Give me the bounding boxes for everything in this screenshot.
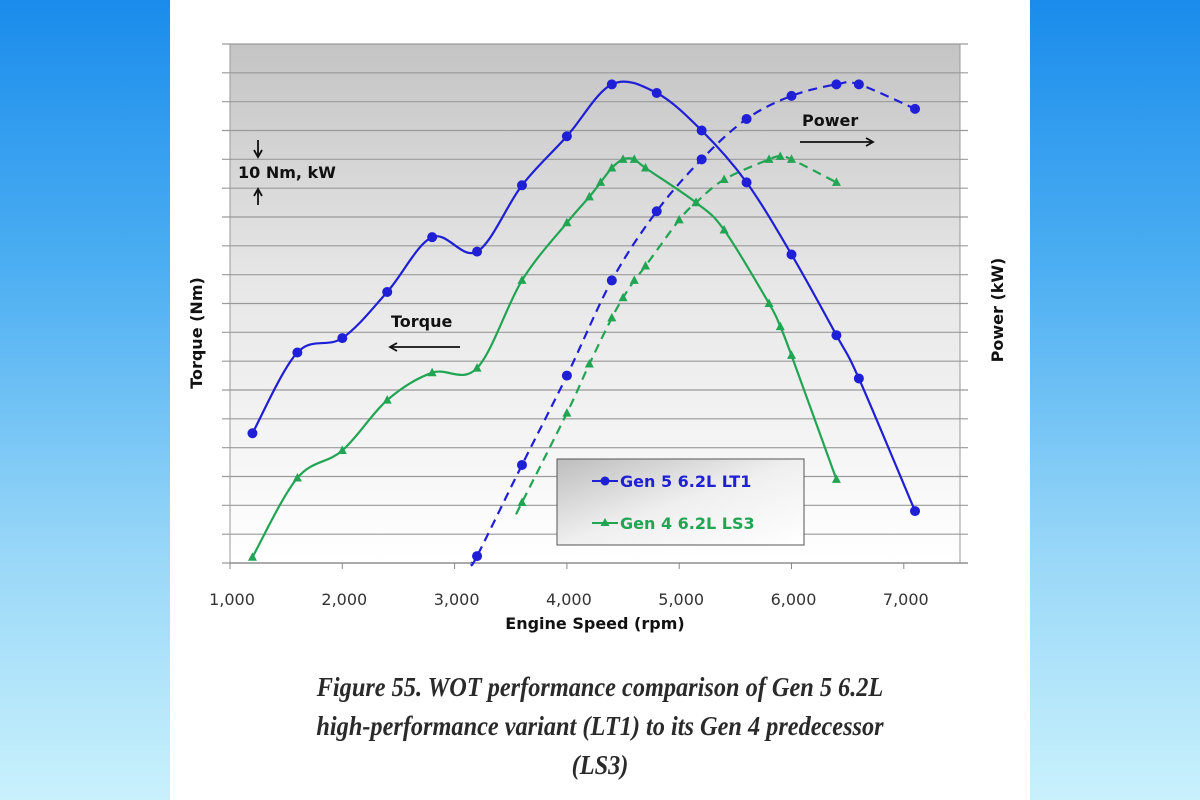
data-point-ls3-power bbox=[831, 177, 841, 186]
data-point-lt1-power bbox=[472, 551, 483, 562]
data-point-ls3-torque bbox=[292, 472, 302, 482]
x-tick-label: 1,000 bbox=[209, 590, 255, 609]
data-point-ls3-torque bbox=[618, 154, 628, 163]
x-axis-title: Engine Speed (rpm) bbox=[505, 614, 684, 633]
scale-annotation: 10 Nm, kW bbox=[238, 140, 336, 205]
data-point-ls3-power bbox=[641, 261, 651, 270]
data-point-ls3-power bbox=[691, 197, 701, 207]
data-point-lt1-torque bbox=[606, 79, 617, 90]
data-point-lt1-torque bbox=[427, 232, 438, 243]
torque-annotation: Torque bbox=[391, 312, 453, 331]
data-point-ls3-torque bbox=[382, 395, 392, 404]
series-markers bbox=[247, 79, 921, 562]
data-point-lt1-torque bbox=[831, 330, 842, 341]
data-point-lt1-power bbox=[853, 79, 864, 90]
series-line-lt1-power bbox=[470, 80, 916, 567]
data-point-lt1-torque bbox=[910, 506, 921, 517]
data-point-ls3-power bbox=[618, 292, 628, 302]
data-point-lt1-power bbox=[831, 79, 842, 90]
data-point-ls3-torque bbox=[641, 162, 651, 172]
data-point-lt1-torque bbox=[561, 131, 572, 142]
x-tick-label: 4,000 bbox=[546, 590, 592, 609]
x-tick-label: 2,000 bbox=[321, 590, 367, 609]
data-point-lt1-power bbox=[786, 90, 797, 101]
x-tick-label: 3,000 bbox=[434, 590, 480, 609]
data-point-ls3-power bbox=[584, 359, 594, 368]
data-point-lt1-torque bbox=[292, 347, 303, 358]
power-annotation: Power bbox=[802, 111, 858, 130]
caption-line-3: (LS3) bbox=[571, 750, 629, 780]
data-point-ls3-torque bbox=[607, 162, 617, 172]
data-point-lt1-torque bbox=[651, 88, 662, 99]
data-point-lt1-torque bbox=[247, 428, 258, 439]
data-point-ls3-power bbox=[787, 154, 796, 163]
data-point-ls3-power bbox=[719, 174, 729, 184]
data-point-ls3-power bbox=[629, 275, 639, 284]
x-tick-label: 5,000 bbox=[658, 590, 704, 609]
scale-note: 10 Nm, kW bbox=[238, 163, 336, 182]
data-point-ls3-torque bbox=[787, 350, 796, 359]
data-point-lt1-torque bbox=[382, 286, 393, 297]
data-point-ls3-torque bbox=[472, 363, 482, 372]
data-point-lt1-power bbox=[651, 206, 662, 217]
data-point-ls3-torque bbox=[584, 191, 594, 201]
legend-box bbox=[556, 458, 805, 546]
y-axis-right-title: Power (kW) bbox=[988, 258, 1007, 363]
data-point-ls3-torque bbox=[775, 321, 785, 331]
series-line-lt1-torque bbox=[251, 80, 917, 512]
data-point-ls3-power bbox=[517, 497, 527, 506]
data-point-ls3-torque bbox=[337, 445, 347, 455]
data-point-ls3-power bbox=[775, 151, 785, 160]
data-point-lt1-power bbox=[741, 113, 752, 124]
data-point-ls3-torque bbox=[764, 298, 774, 307]
legend: Gen 5 6.2L LT1 Gen 4 6.2L LS3 bbox=[556, 458, 805, 546]
data-point-ls3-torque bbox=[562, 217, 572, 227]
data-point-ls3-torque bbox=[719, 224, 729, 234]
legend-label-lt1: Gen 5 6.2L LT1 bbox=[620, 472, 751, 491]
legend-label-ls3: Gen 4 6.2L LS3 bbox=[620, 514, 755, 533]
data-point-lt1-torque bbox=[516, 180, 527, 191]
data-point-lt1-torque bbox=[853, 373, 864, 384]
data-point-ls3-power bbox=[764, 154, 774, 163]
data-point-ls3-power bbox=[562, 408, 572, 417]
data-point-ls3-power bbox=[607, 312, 617, 322]
data-point-lt1-torque bbox=[337, 333, 348, 344]
data-point-lt1-power bbox=[696, 154, 707, 165]
data-point-ls3-torque bbox=[596, 177, 606, 186]
data-point-lt1-torque bbox=[472, 246, 483, 257]
data-point-ls3-torque bbox=[629, 154, 639, 163]
caption-line-1: Figure 55. WOT performance comparison of… bbox=[316, 672, 884, 702]
data-point-lt1-torque bbox=[741, 177, 752, 188]
data-point-ls3-torque bbox=[427, 367, 437, 377]
data-point-ls3-torque bbox=[247, 552, 257, 561]
x-tick-label: 7,000 bbox=[883, 590, 929, 609]
legend-marker-ls3 bbox=[600, 518, 610, 526]
x-axis: 1,000 2,000 3,000 4,000 5,000 6,000 7,000 bbox=[209, 562, 968, 609]
data-point-lt1-power bbox=[561, 370, 572, 381]
data-point-lt1-power bbox=[606, 275, 617, 286]
y-axis-left-title: Torque (Nm) bbox=[187, 277, 206, 389]
data-point-lt1-torque bbox=[696, 125, 707, 136]
data-point-ls3-torque bbox=[831, 474, 841, 483]
data-point-lt1-power bbox=[516, 459, 527, 470]
caption-line-2: high-performance variant (LT1) to its Ge… bbox=[316, 711, 884, 741]
x-tick-label: 6,000 bbox=[771, 590, 817, 609]
legend-marker-lt1 bbox=[600, 476, 610, 486]
figure-caption: Figure 55. WOT performance comparison of… bbox=[170, 668, 1030, 785]
data-point-lt1-torque bbox=[786, 249, 797, 260]
data-point-ls3-power bbox=[674, 214, 684, 224]
data-point-ls3-torque bbox=[517, 275, 527, 284]
data-point-lt1-power bbox=[910, 103, 921, 114]
